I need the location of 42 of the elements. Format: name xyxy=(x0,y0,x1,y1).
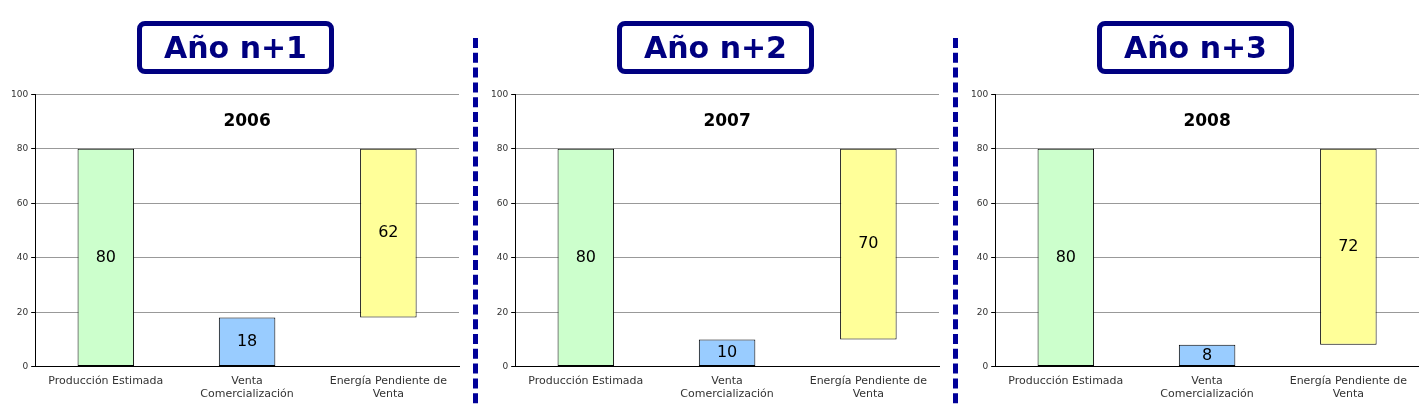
x-tick-label: Producción Estimada xyxy=(1008,374,1124,388)
y-tick-label: 0 xyxy=(982,360,989,371)
data-label: 70 xyxy=(858,233,879,253)
data-label: 8 xyxy=(1202,344,1213,364)
y-tick-label: 80 xyxy=(496,143,509,154)
text: 2008 xyxy=(1183,110,1231,131)
chart-title: Año n+2 xyxy=(617,20,814,74)
x-tick-label: Venta Comercialización xyxy=(200,374,294,401)
x-tick-label: Producción Estimada xyxy=(48,374,164,388)
x-tick-label: Venta Comercialización xyxy=(1160,374,1254,401)
x-tick-label: Energía Pendiente de Venta xyxy=(809,374,928,401)
x-tick-label: Venta Comercialización xyxy=(680,374,774,401)
data-label: 80 xyxy=(575,246,596,266)
y-tick-label: 60 xyxy=(496,197,509,208)
data-label: 72 xyxy=(1338,235,1359,255)
text: 2006 xyxy=(223,110,271,131)
data-label: 80 xyxy=(1055,246,1076,266)
y-tick-label: 20 xyxy=(16,306,29,317)
data-label: 80 xyxy=(95,246,116,266)
y-tick-label: 20 xyxy=(976,306,989,317)
y-tick-label: 80 xyxy=(16,143,29,154)
x-tick-label: Energía Pendiente de Venta xyxy=(1289,374,1408,401)
chart-title: Año n+3 xyxy=(1097,20,1294,74)
y-tick-label: 80 xyxy=(976,143,989,154)
y-tick-label: 100 xyxy=(10,88,29,99)
y-tick-label: 60 xyxy=(976,197,989,208)
y-tick-label: 100 xyxy=(970,88,989,99)
x-tick-label: Energía Pendiente de Venta xyxy=(329,374,448,401)
chart-title: Año n+1 xyxy=(137,20,334,74)
y-tick-label: 0 xyxy=(22,360,29,371)
y-tick-label: 40 xyxy=(16,252,29,263)
y-tick-label: 100 xyxy=(490,88,509,99)
y-tick-label: 40 xyxy=(976,252,989,263)
y-tick-label: 20 xyxy=(496,306,509,317)
y-tick-label: 0 xyxy=(502,360,509,371)
y-tick-label: 60 xyxy=(16,197,29,208)
data-label: 62 xyxy=(378,222,399,242)
y-tick-label: 40 xyxy=(496,252,509,263)
x-tick-label: Producción Estimada xyxy=(528,374,644,388)
text: 2007 xyxy=(703,110,751,131)
data-label: 10 xyxy=(716,341,738,361)
data-label: 18 xyxy=(236,331,258,351)
